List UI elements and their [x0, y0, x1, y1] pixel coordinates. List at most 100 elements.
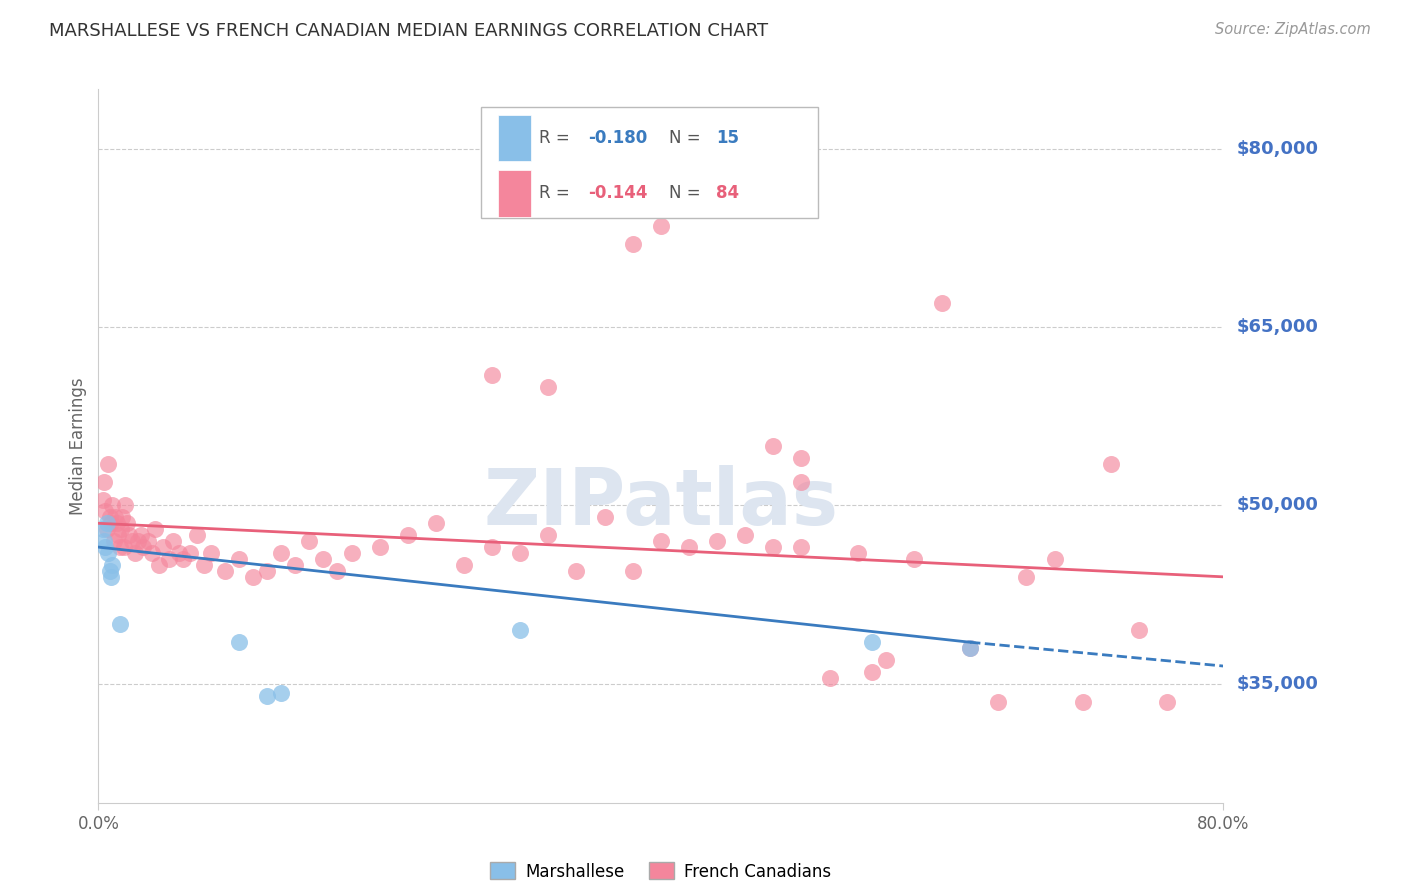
Point	[678, 540, 700, 554]
Point	[537, 528, 560, 542]
Point	[172, 552, 194, 566]
Text: 15: 15	[716, 129, 740, 147]
Bar	[498, 115, 531, 161]
Point	[105, 516, 128, 531]
Point	[108, 540, 131, 554]
Point	[931, 296, 953, 310]
Point	[650, 534, 672, 549]
Point	[959, 641, 981, 656]
Point	[167, 546, 190, 560]
Point	[101, 558, 124, 572]
Point	[242, 570, 264, 584]
Text: R =: R =	[540, 185, 575, 202]
Point	[152, 540, 174, 554]
Point	[425, 516, 447, 531]
Point	[818, 671, 841, 685]
Point	[621, 236, 644, 251]
Y-axis label: Median Earnings: Median Earnings	[69, 377, 87, 515]
Point	[214, 564, 236, 578]
Text: $65,000: $65,000	[1237, 318, 1319, 336]
Legend: Marshallese, French Canadians: Marshallese, French Canadians	[484, 855, 838, 888]
Point	[284, 558, 307, 572]
Point	[270, 686, 292, 700]
Point	[118, 528, 141, 542]
Point	[228, 635, 250, 649]
Point	[1128, 624, 1150, 638]
Point	[186, 528, 208, 542]
Point	[706, 534, 728, 549]
Point	[115, 516, 138, 531]
Point	[98, 510, 121, 524]
Text: -0.180: -0.180	[588, 129, 647, 147]
Point	[1015, 570, 1038, 584]
Point	[903, 552, 925, 566]
Point	[509, 546, 531, 560]
Point	[129, 528, 152, 542]
Point	[396, 528, 419, 542]
Point	[98, 564, 121, 578]
Point	[110, 522, 132, 536]
Point	[846, 546, 869, 560]
Point	[537, 379, 560, 393]
Point	[100, 570, 122, 584]
Point	[101, 499, 124, 513]
Point	[127, 534, 149, 549]
Point	[734, 528, 756, 542]
Point	[114, 499, 136, 513]
Point	[368, 540, 391, 554]
Point	[136, 534, 159, 549]
Point	[91, 522, 114, 536]
Point	[762, 540, 785, 554]
Text: N =: N =	[669, 129, 706, 147]
Point	[1071, 695, 1094, 709]
Point	[107, 528, 129, 542]
Point	[790, 475, 813, 489]
Point	[1099, 457, 1122, 471]
Point	[111, 510, 134, 524]
Point	[621, 564, 644, 578]
Point	[179, 546, 201, 560]
Point	[959, 641, 981, 656]
Text: $35,000: $35,000	[1237, 675, 1319, 693]
Text: Source: ZipAtlas.com: Source: ZipAtlas.com	[1215, 22, 1371, 37]
Point	[312, 552, 335, 566]
Point	[650, 219, 672, 233]
Point	[104, 510, 127, 524]
Point	[93, 475, 115, 489]
Point	[141, 546, 163, 560]
Point	[162, 534, 184, 549]
Point	[132, 540, 155, 554]
Point	[860, 635, 883, 649]
Point	[94, 540, 117, 554]
Point	[326, 564, 349, 578]
Point	[1156, 695, 1178, 709]
Text: R =: R =	[540, 129, 575, 147]
Text: MARSHALLESE VS FRENCH CANADIAN MEDIAN EARNINGS CORRELATION CHART: MARSHALLESE VS FRENCH CANADIAN MEDIAN EA…	[49, 22, 768, 40]
Point	[108, 617, 131, 632]
Point	[96, 522, 118, 536]
Point	[298, 534, 321, 549]
Point	[124, 546, 146, 560]
Point	[97, 546, 120, 560]
Point	[96, 516, 118, 531]
Point	[200, 546, 222, 560]
Text: 84: 84	[716, 185, 740, 202]
Point	[97, 457, 120, 471]
Point	[481, 540, 503, 554]
Point	[100, 516, 122, 531]
Point	[762, 439, 785, 453]
Point	[148, 558, 170, 572]
Point	[875, 653, 897, 667]
Text: N =: N =	[669, 185, 706, 202]
Point	[121, 534, 143, 549]
Point	[193, 558, 215, 572]
Text: -0.144: -0.144	[588, 185, 647, 202]
Point	[270, 546, 292, 560]
Point	[143, 522, 166, 536]
Point	[91, 492, 114, 507]
Point	[987, 695, 1010, 709]
Point	[112, 540, 135, 554]
Bar	[498, 170, 531, 217]
Point	[509, 624, 531, 638]
Point	[256, 564, 278, 578]
